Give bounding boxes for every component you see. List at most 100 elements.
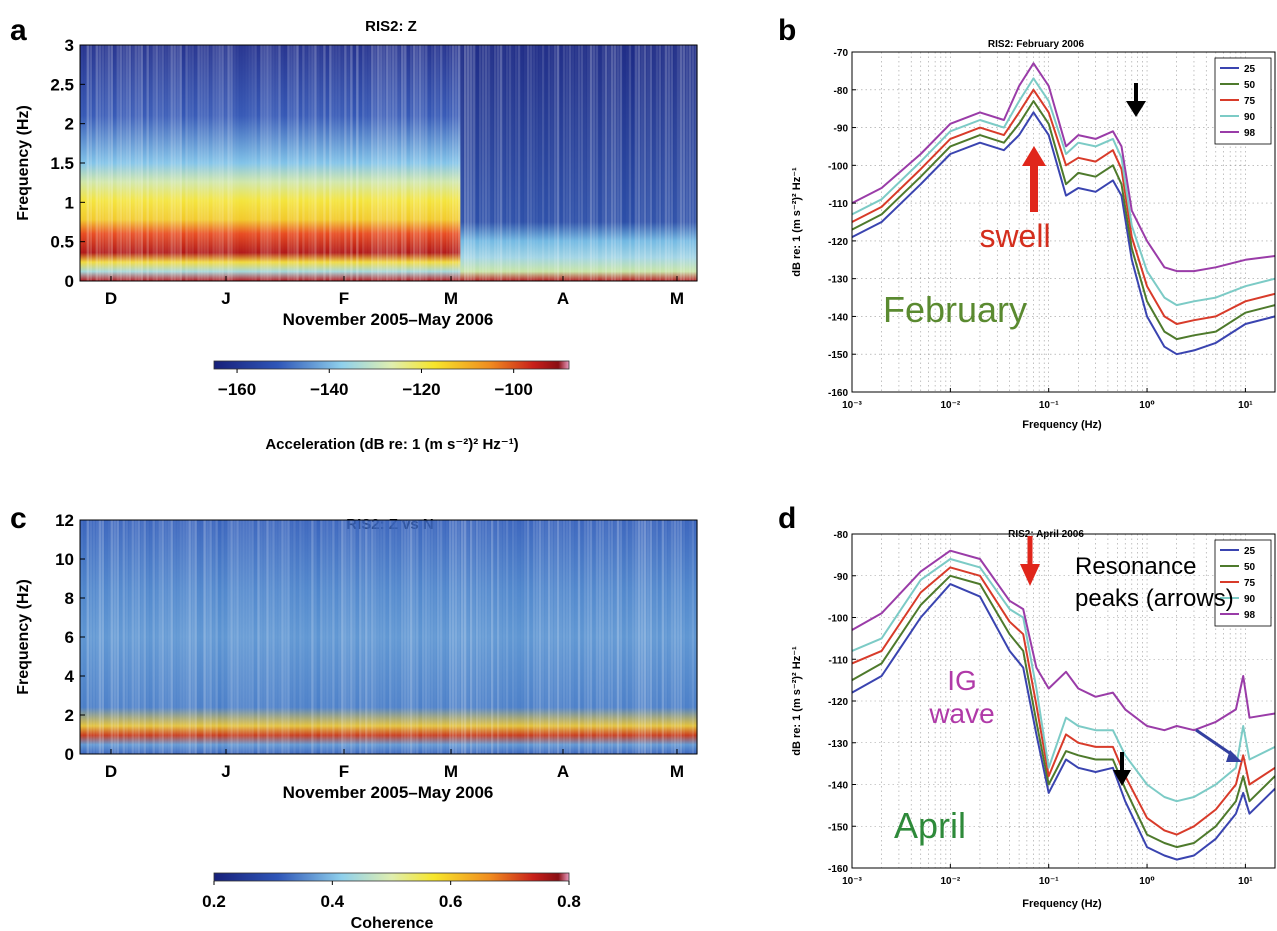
panel-a: RIS2: Z 0 0.5 1 1.5 2 2.5 3 D J F M A M Frequency (… bbox=[15, 18, 698, 453]
y-tick-label: 2.5 bbox=[50, 75, 74, 94]
heatmap-column bbox=[106, 520, 111, 754]
heatmap-column bbox=[424, 520, 429, 754]
heatmap-column bbox=[544, 520, 548, 754]
heatmap-column bbox=[172, 45, 177, 281]
panel-a-heatmap bbox=[80, 45, 698, 281]
panel-a-y-axis: 0 0.5 1 1.5 2 2.5 3 bbox=[50, 36, 85, 291]
heatmap-column bbox=[445, 45, 450, 281]
panel-c-y-axis: 0 2 4 6 8 10 12 bbox=[55, 511, 85, 764]
heatmap-column bbox=[361, 45, 366, 281]
heatmap-column bbox=[217, 520, 222, 754]
heatmap-column bbox=[310, 520, 315, 754]
heatmap-column bbox=[100, 45, 105, 281]
heatmap-column bbox=[466, 520, 470, 754]
heatmap-column bbox=[550, 520, 554, 754]
heatmap-column bbox=[397, 520, 402, 754]
panel-c-heatmap bbox=[80, 520, 698, 754]
heatmap-column bbox=[133, 520, 138, 754]
heatmap-column bbox=[694, 45, 698, 281]
heatmap-column bbox=[169, 520, 174, 754]
heatmap-column bbox=[124, 520, 129, 754]
heatmap-column bbox=[469, 45, 473, 281]
heatmap-column bbox=[130, 45, 135, 281]
series-line-75 bbox=[851, 566, 1276, 836]
heatmap-column bbox=[556, 45, 560, 281]
heatmap-column bbox=[694, 520, 698, 754]
heatmap-column bbox=[442, 45, 447, 281]
heatmap-column bbox=[292, 520, 297, 754]
heatmap-column bbox=[121, 520, 126, 754]
series-line-50 bbox=[851, 574, 1276, 849]
y-tick-label: -160 bbox=[828, 864, 848, 875]
heatmap-column bbox=[676, 45, 680, 281]
heatmap-column bbox=[607, 45, 611, 281]
heatmap-column bbox=[460, 520, 464, 754]
heatmap-column bbox=[232, 520, 237, 754]
heatmap-column bbox=[277, 45, 282, 281]
heatmap-column bbox=[406, 45, 411, 281]
series-line-98 bbox=[851, 549, 1276, 732]
heatmap-column bbox=[220, 45, 225, 281]
heatmap-column bbox=[604, 45, 608, 281]
heatmap-column bbox=[166, 45, 171, 281]
heatmap-column bbox=[382, 45, 387, 281]
panel-b-ylabel: dB re: 1 (m s⁻²)² Hz⁻¹ bbox=[791, 167, 803, 277]
heatmap-column bbox=[589, 45, 593, 281]
heatmap-column bbox=[112, 520, 117, 754]
heatmap-column bbox=[106, 45, 111, 281]
heatmap-column bbox=[511, 45, 515, 281]
heatmap-column bbox=[289, 45, 294, 281]
heatmap-column bbox=[97, 45, 102, 281]
heatmap-column bbox=[439, 45, 444, 281]
heatmap-column bbox=[115, 45, 120, 281]
heatmap-column bbox=[226, 45, 231, 281]
heatmap-column bbox=[241, 520, 246, 754]
heatmap-column bbox=[385, 520, 390, 754]
heatmap-column bbox=[382, 520, 387, 754]
heatmap-column bbox=[103, 520, 108, 754]
heatmap-column bbox=[187, 520, 192, 754]
heatmap-column bbox=[301, 520, 306, 754]
heatmap-column bbox=[313, 520, 318, 754]
heatmap-column bbox=[628, 520, 632, 754]
heatmap-column bbox=[328, 520, 333, 754]
heatmap-column bbox=[499, 45, 503, 281]
heatmap-column bbox=[238, 520, 243, 754]
heatmap-column bbox=[178, 45, 183, 281]
panel-b-y-axis: -70 -80 -90 -100 -110 -120 -130 -140 -150 -160 bbox=[828, 48, 856, 399]
y-tick-label: -110 bbox=[829, 199, 849, 210]
x-tick-label: D bbox=[105, 289, 117, 308]
heatmap-column bbox=[616, 520, 620, 754]
heatmap-column bbox=[334, 520, 339, 754]
heatmap-column bbox=[634, 45, 638, 281]
heatmap-column bbox=[352, 45, 357, 281]
heatmap-column bbox=[268, 45, 273, 281]
x-tick-label: 10⁻² bbox=[940, 400, 960, 411]
heatmap-column bbox=[673, 45, 677, 281]
heatmap-column bbox=[388, 45, 393, 281]
heatmap-column bbox=[151, 520, 156, 754]
panel-b-resonance-arrow bbox=[1126, 83, 1146, 117]
heatmap-column bbox=[184, 520, 189, 754]
legend-label: 50 bbox=[1244, 80, 1256, 91]
heatmap-column bbox=[490, 520, 494, 754]
panel-d-resonance-label-2: peaks (arrows) bbox=[1075, 585, 1234, 612]
heatmap-column bbox=[568, 520, 572, 754]
series-line-25 bbox=[851, 111, 1276, 356]
heatmap-column bbox=[340, 520, 345, 754]
heatmap-column bbox=[601, 45, 605, 281]
heatmap-column bbox=[595, 520, 599, 754]
y-tick-label: -150 bbox=[828, 350, 848, 361]
heatmap-column bbox=[103, 45, 108, 281]
panel-d-ig-label-2: wave bbox=[928, 698, 994, 729]
heatmap-column bbox=[418, 45, 423, 281]
heatmap-column bbox=[178, 520, 183, 754]
heatmap-column bbox=[508, 520, 512, 754]
heatmap-column bbox=[520, 520, 524, 754]
heatmap-column bbox=[595, 45, 599, 281]
colorbar-tick-label: −120 bbox=[402, 380, 440, 399]
panel-c-xlabel: November 2005–May 2006 bbox=[283, 783, 494, 802]
heatmap-column bbox=[538, 520, 542, 754]
panel-b: RIS2: February 2006 -70 -80 -90 -100 -110 -12… bbox=[791, 39, 1276, 431]
panel-d-y-axis: -80 -90 -100 -110 -120 -130 -140 -150 -160 bbox=[828, 530, 856, 875]
